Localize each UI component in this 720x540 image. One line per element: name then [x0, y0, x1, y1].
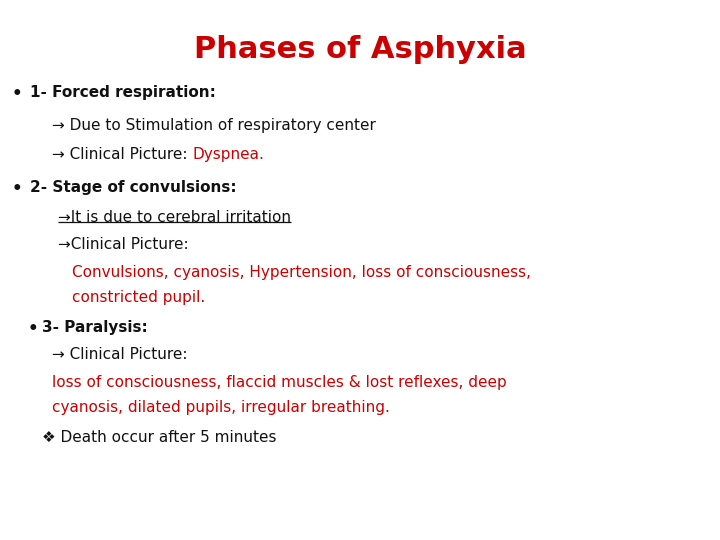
Text: Convulsions, cyanosis, Hypertension, loss of consciousness,: Convulsions, cyanosis, Hypertension, los… [72, 265, 531, 280]
Text: cyanosis, dilated pupils, irregular breathing.: cyanosis, dilated pupils, irregular brea… [52, 400, 390, 415]
Text: Phases of Asphyxia: Phases of Asphyxia [194, 35, 526, 64]
Text: 2- Stage of convulsions:: 2- Stage of convulsions: [30, 180, 237, 195]
Text: Dyspnea.: Dyspnea. [192, 147, 264, 162]
Text: →Clinical Picture:: →Clinical Picture: [58, 237, 189, 252]
Text: 3- Paralysis:: 3- Paralysis: [42, 320, 148, 335]
Text: ❖ Death occur after 5 minutes: ❖ Death occur after 5 minutes [42, 430, 276, 445]
Text: •: • [12, 180, 22, 198]
Text: →It is due to cerebral irritation: →It is due to cerebral irritation [58, 210, 291, 225]
Text: constricted pupil.: constricted pupil. [72, 290, 205, 305]
Text: •: • [28, 320, 39, 338]
Text: → Due to Stimulation of respiratory center: → Due to Stimulation of respiratory cent… [52, 118, 376, 133]
Text: → Clinical Picture:: → Clinical Picture: [52, 147, 192, 162]
Text: •: • [12, 85, 22, 103]
Text: → Clinical Picture:: → Clinical Picture: [52, 347, 187, 362]
Text: 1- Forced respiration:: 1- Forced respiration: [30, 85, 216, 100]
Text: loss of consciousness, flaccid muscles & lost reflexes, deep: loss of consciousness, flaccid muscles &… [52, 375, 507, 390]
